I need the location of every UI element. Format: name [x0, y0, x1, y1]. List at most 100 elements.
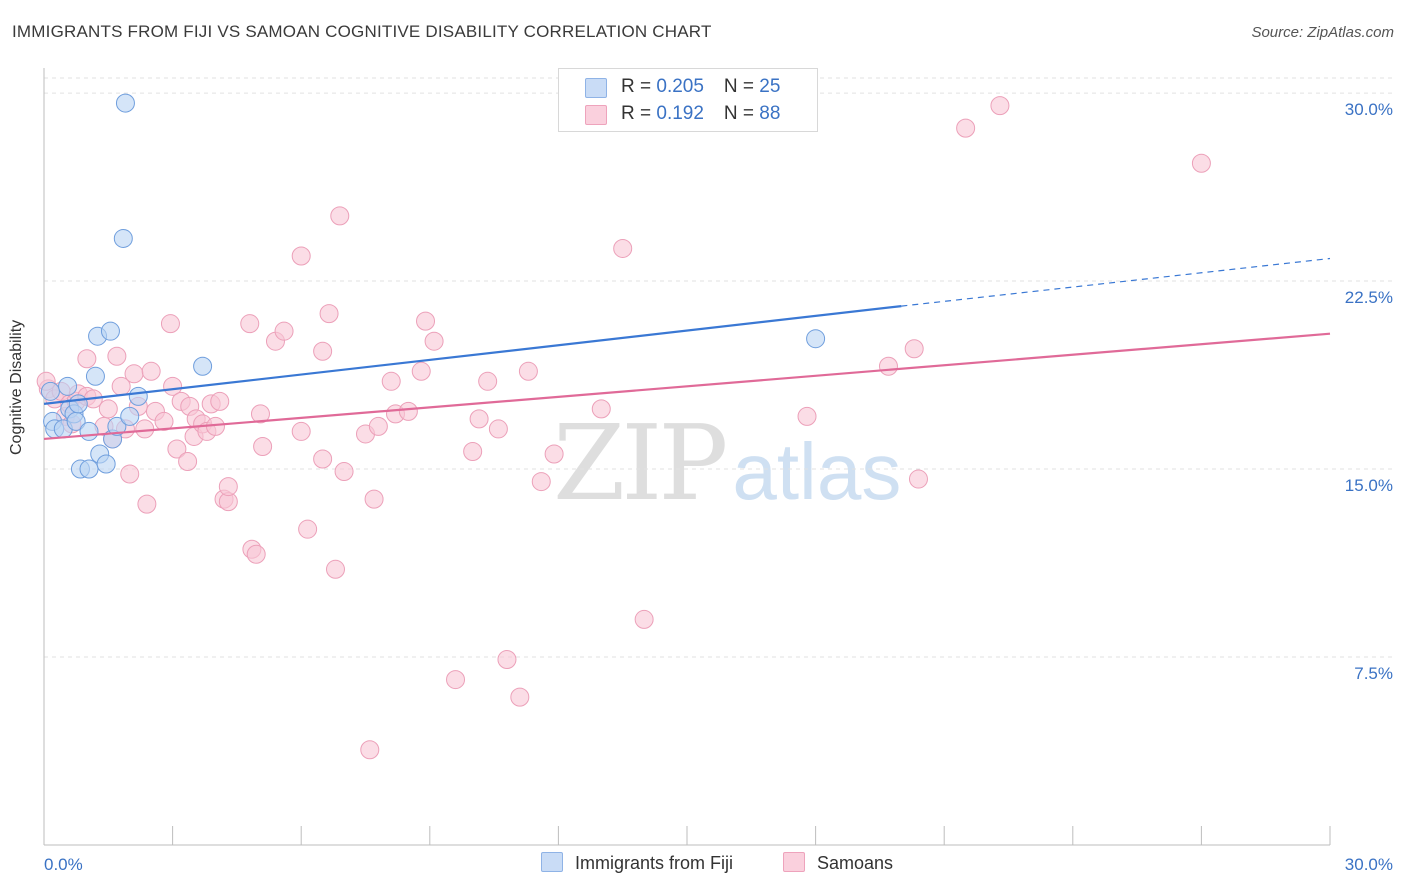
source-label: Source: ZipAtlas.com [1251, 24, 1394, 41]
samoan-point [424, 331, 444, 351]
samoan-point [291, 246, 311, 266]
bottom-legend-swatch-samoans [783, 852, 805, 872]
legend-r-label: R = [621, 103, 657, 124]
samoan-point [591, 399, 611, 419]
samoan-point [463, 441, 483, 461]
samoan-point [990, 96, 1010, 116]
samoan-point [291, 421, 311, 441]
samoan-point [510, 687, 530, 707]
samoan-point [544, 444, 564, 464]
fiji-point [107, 416, 127, 436]
samoan-point [416, 311, 436, 331]
samoan-point [250, 404, 270, 424]
samoan-point [124, 364, 144, 384]
fiji-point [193, 356, 213, 376]
samoan-point [634, 609, 654, 629]
samoan-point [154, 411, 174, 431]
samoan-point [246, 544, 266, 564]
samoan-point [411, 361, 431, 381]
y-tick-label: 7.5% [1354, 664, 1393, 683]
fiji-point [79, 421, 99, 441]
fiji-point [79, 459, 99, 479]
samoan-point [210, 391, 230, 411]
fiji-point [113, 228, 133, 248]
samoan-point [381, 371, 401, 391]
fiji-point [58, 376, 78, 396]
watermark-zip: ZIP [553, 402, 728, 524]
samoan-point [497, 650, 517, 670]
legend-n-label: N = [723, 76, 760, 97]
samoan-point [613, 238, 633, 258]
legend-r-value-fiji: 0.205 [656, 76, 704, 97]
legend-n-label: N = [723, 103, 760, 124]
watermark: ZIP atlas [553, 402, 901, 524]
bottom-legend-label-fiji: Immigrants from Fiji [575, 853, 734, 873]
samoan-point [253, 436, 273, 456]
samoan-point [364, 489, 384, 509]
samoan-point [469, 409, 489, 429]
samoan-point [518, 361, 538, 381]
samoan-point [135, 419, 155, 439]
samoan-point [298, 519, 318, 539]
bottom-legend-samoans: Samoans [783, 852, 893, 874]
samoan-point [218, 477, 238, 497]
fiji-point [128, 386, 148, 406]
watermark-atlas: atlas [732, 427, 902, 516]
legend-n-value-samoans: 88 [759, 103, 781, 124]
samoan-point [446, 670, 466, 690]
samoan-point [797, 406, 817, 426]
samoan-trend-line [43, 332, 1331, 441]
samoan-point [313, 449, 333, 469]
fiji-point [120, 406, 140, 426]
fiji-point [40, 381, 60, 401]
samoan-point [98, 399, 118, 419]
samoan-point [141, 361, 161, 381]
samoan-point [178, 452, 198, 472]
samoan-point [319, 304, 339, 324]
samoan-point [1191, 153, 1211, 173]
x-tick-label: 30.0% [1345, 855, 1393, 874]
x-tick-label: 0.0% [44, 855, 83, 874]
samoan-point [120, 464, 140, 484]
bottom-legend-fiji: Immigrants from Fiji [541, 852, 733, 874]
samoan-point [478, 371, 498, 391]
samoan-point [160, 314, 180, 334]
samoan-point [398, 401, 418, 421]
fiji-point [115, 93, 135, 113]
samoan-point [274, 321, 294, 341]
fiji-trend-line [43, 305, 902, 405]
fiji-trend-extension [901, 257, 1331, 307]
samoan-point [531, 472, 551, 492]
fiji-point [806, 329, 826, 349]
legend-swatch-fiji [585, 78, 607, 98]
legend-r-value-samoans: 0.192 [656, 103, 704, 124]
samoan-point [107, 346, 127, 366]
stats-legend: R = 0.205 N = 25 R = 0.192 N = 88 [558, 68, 818, 132]
samoan-point [313, 341, 333, 361]
fiji-point [96, 454, 116, 474]
samoan-point [325, 559, 345, 579]
y-tick-label: 15.0% [1345, 476, 1393, 495]
legend-swatch-samoans [585, 105, 607, 125]
fiji-point [85, 366, 105, 386]
bottom-legend-label-samoans: Samoans [817, 853, 894, 873]
samoan-point [137, 494, 157, 514]
samoan-point [77, 349, 97, 369]
y-axis-label: Cognitive Disability [8, 319, 25, 455]
samoan-point [360, 740, 380, 760]
fiji-point [100, 321, 120, 341]
samoan-point [368, 416, 388, 436]
samoan-point [330, 206, 350, 226]
samoan-point [908, 469, 928, 489]
samoan-point [956, 118, 976, 138]
samoan-point [240, 314, 260, 334]
legend-r-label: R = [621, 76, 657, 97]
samoan-point [167, 439, 187, 459]
samoan-point [878, 356, 898, 376]
y-tick-label: 30.0% [1345, 100, 1393, 119]
samoan-point [904, 339, 924, 359]
fiji-point [68, 394, 88, 414]
bottom-legend-swatch-fiji [541, 852, 563, 872]
chart-title: IMMIGRANTS FROM FIJI VS SAMOAN COGNITIVE… [12, 22, 712, 41]
